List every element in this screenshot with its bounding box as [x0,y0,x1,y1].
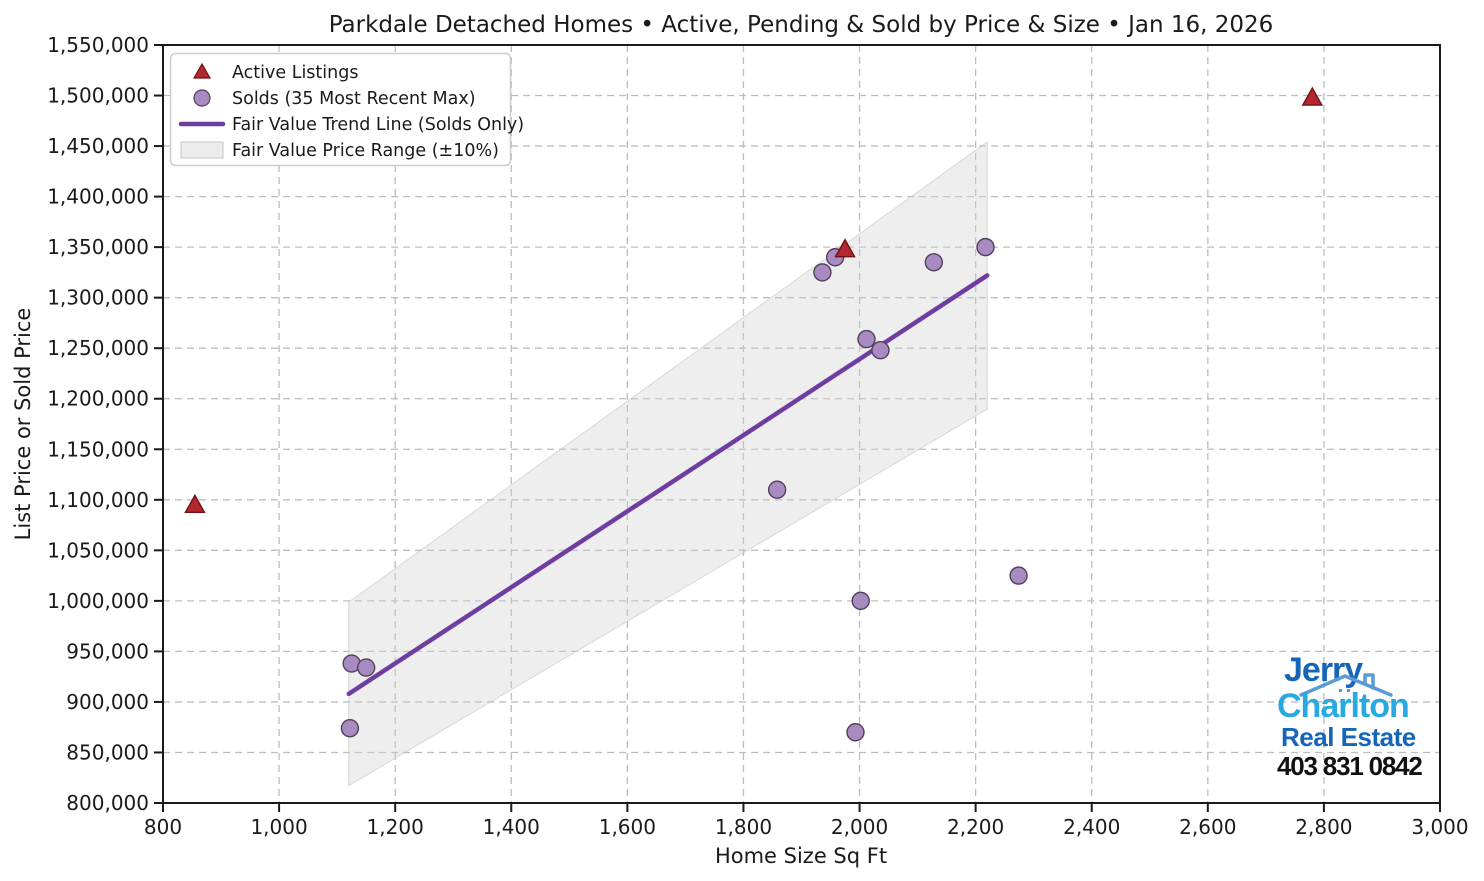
y-tick-label: 1,500,000 [47,84,149,108]
x-tick-label: 2,200 [947,815,1004,839]
x-tick-label: 800 [144,815,182,839]
y-tick-label: 1,450,000 [47,134,149,158]
legend-marker-triangle [192,62,212,79]
trend-line [346,273,990,697]
x-tick-label: 2,400 [1063,815,1120,839]
x-tick-label: 1,000 [250,815,307,839]
y-axis-label: List Price or Sold Price [11,308,35,541]
x-tick-label: 2,000 [831,815,888,839]
x-tick-label: 1,600 [599,815,656,839]
legend-marker-patch [180,141,224,159]
logo-line-charlton: Charlton [1277,687,1410,725]
x-tick-label: 3,000 [1411,815,1468,839]
sold-point [340,719,360,738]
y-tick-label: 1,150,000 [47,437,149,461]
active-listing-point [834,238,856,258]
logo-phone-number: 403 831 0842 [1277,751,1423,781]
chart-title: Parkdale Detached Homes • Active, Pendin… [329,12,1274,38]
sold-point [924,253,944,272]
axis-ticks [154,44,1441,812]
data-points [184,86,1323,742]
y-tick-label: 1,550,000 [47,33,149,57]
x-tick-label: 1,200 [367,815,424,839]
x-tick-label: 1,400 [483,815,540,839]
axis-tick-labels: 800 1,000 1,200 1,400 1,600 1,800 2,000 2,200 2,… [47,33,1468,839]
sold-point [857,329,876,349]
legend-marker-circle [193,89,211,107]
legend-label: Solds (35 Most Recent Max) [232,89,476,109]
fair-value-band [348,140,988,787]
fair-value-trend-line [346,273,990,697]
sold-point [813,263,832,282]
y-tick-label: 950,000 [66,639,149,663]
y-tick-label: 850,000 [66,740,149,764]
plot-border [162,44,1441,804]
y-tick-label: 1,400,000 [47,185,149,209]
fair-value-band-polygon [348,140,988,787]
legend-box [169,52,512,167]
y-tick-label: 1,350,000 [47,235,149,259]
sold-point [767,480,787,499]
y-tick-label: 1,050,000 [47,538,149,562]
legend: Active Listings Solds (35 Most Recent Max… [169,52,524,167]
logo-line-jerry: Jerry [1284,651,1363,689]
sold-point [851,591,870,611]
x-tick-label: 2,600 [1179,815,1236,839]
y-tick-label: 1,250,000 [47,336,149,360]
y-tick-label: 1,300,000 [47,286,149,310]
x-axis-label: Home Size Sq Ft [715,844,887,868]
legend-label: Active Listings [232,63,358,83]
y-tick-label: 900,000 [66,690,149,714]
active-listing-point [184,493,206,514]
sold-point [356,658,376,677]
legend-label: Fair Value Trend Line (Solds Only) [232,115,524,135]
sold-point [1009,566,1028,585]
legend-label: Fair Value Price Range (±10%) [232,141,499,161]
logo-line-real-estate: Real Estate [1281,722,1416,752]
active-listing-point [1301,86,1323,106]
sold-point [976,237,995,257]
brand-logo: Jerry Charlton Real Estate 403 831 0842 [1277,653,1447,779]
y-tick-label: 1,000,000 [47,589,149,613]
y-tick-label: 1,100,000 [47,488,149,512]
house-roof-icon [1299,673,1393,697]
x-tick-label: 2,800 [1295,815,1352,839]
sold-point [871,341,890,360]
x-tick-label: 1,800 [715,815,772,839]
y-tick-label: 1,200,000 [47,387,149,411]
y-tick-label: 800,000 [66,791,149,815]
sold-point [846,723,865,742]
